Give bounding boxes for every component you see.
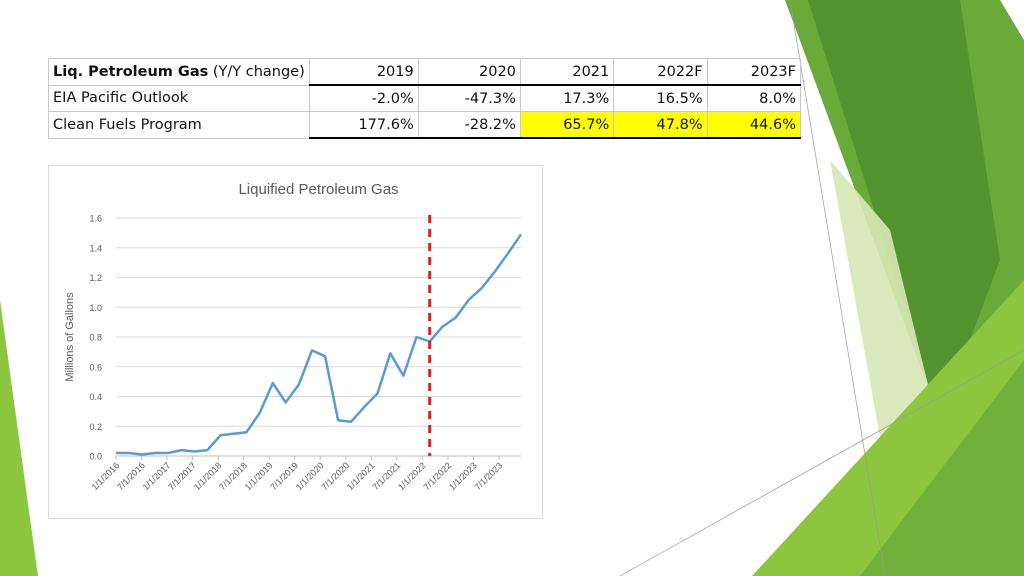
table-title-bold: Liq. Petroleum Gas: [53, 63, 209, 80]
green-shape-left-edge: [0, 300, 38, 576]
y-tick-label: 1.6: [89, 214, 102, 224]
table-cell: -2.0%: [308, 84, 419, 112]
series-line: [116, 233, 523, 456]
y-tick-label: 0.2: [89, 422, 102, 432]
table-cell: 17.3%: [519, 84, 615, 112]
y-tick-label: 0.6: [89, 362, 102, 372]
lpg-chart: Liquified Petroleum Gas Millions of Gallo…: [48, 165, 543, 519]
year-header: 2020: [417, 58, 521, 86]
green-shape-bottom-mid: [860, 360, 1024, 576]
y-tick-label: 0.0: [89, 452, 102, 462]
y-tick-label: 0.4: [89, 392, 102, 402]
table-cell-highlighted: 65.7%: [519, 111, 615, 139]
y-tick-label: 1.0: [89, 303, 102, 313]
lpg-change-table: Liq. Petroleum Gas (Y/Y change) 2019 202…: [48, 58, 802, 139]
y-axis-label: Millions of Gallons: [64, 292, 76, 382]
table-cell: -47.3%: [417, 84, 521, 112]
year-header: 2021: [519, 58, 615, 86]
table-cell: 16.5%: [613, 84, 708, 112]
thin-line-1: [789, 0, 886, 576]
year-header: 2022F: [613, 58, 708, 86]
table-cell-highlighted: 47.8%: [613, 111, 708, 139]
table-title-cell: Liq. Petroleum Gas (Y/Y change): [48, 58, 310, 86]
table-row: Clean Fuels Program 177.6% -28.2% 65.7% …: [48, 111, 802, 139]
table-cell: 177.6%: [308, 111, 419, 139]
thin-line-2: [619, 349, 1024, 576]
row-label: Clean Fuels Program: [48, 111, 310, 139]
x-tick-label: 7/1/2023: [473, 460, 505, 492]
table-cell: 8.0%: [706, 84, 802, 112]
lpg-chart-svg: Liquified Petroleum Gas Millions of Gallo…: [64, 181, 523, 492]
y-tick-label: 0.8: [89, 333, 102, 343]
chart-title: Liquified Petroleum Gas: [238, 181, 398, 198]
table-title-rest: (Y/Y change): [208, 63, 305, 80]
y-tick-label: 1.4: [89, 243, 102, 253]
row-label: EIA Pacific Outlook: [48, 84, 310, 112]
year-header: 2019: [308, 58, 419, 86]
table-cell: -28.2%: [417, 111, 521, 139]
y-tick-label: 1.2: [89, 273, 102, 283]
year-header: 2023F: [706, 58, 802, 86]
table-cell-highlighted: 44.6%: [706, 111, 802, 139]
green-shape-right-dark: [808, 0, 1000, 420]
table-header-row: Liq. Petroleum Gas (Y/Y change) 2019 202…: [48, 58, 802, 86]
table-row: EIA Pacific Outlook -2.0% -47.3% 17.3% 1…: [48, 84, 802, 112]
